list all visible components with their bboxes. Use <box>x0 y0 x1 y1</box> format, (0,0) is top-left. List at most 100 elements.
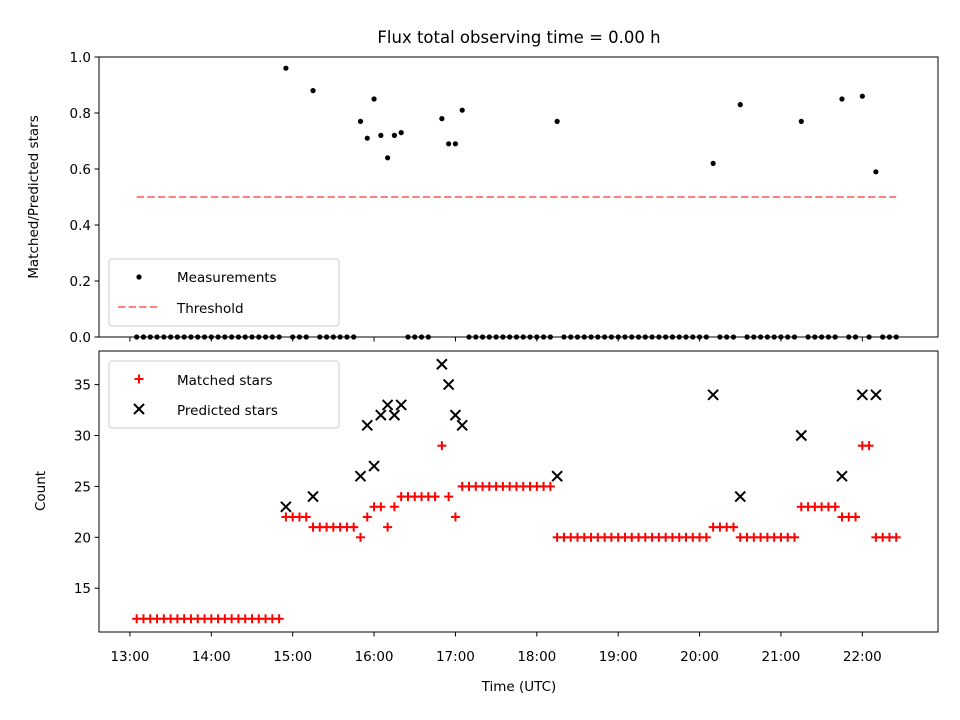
y-tick-label: 30 <box>74 429 91 445</box>
count-y-axis: 15 20 25 30 35 <box>74 378 99 597</box>
matched-star-point <box>450 512 460 522</box>
measurement-point <box>398 130 404 136</box>
predicted-star-point <box>856 389 869 401</box>
measurement-point <box>873 169 879 175</box>
count-x-axis: 13:00 14:00 15:00 16:00 17:00 18:00 19:00 20:00… <box>110 632 882 665</box>
x-tick-label: 21:00 <box>761 649 800 665</box>
predicted-star-point <box>375 409 387 421</box>
predicted-star-point <box>456 419 468 432</box>
x-tick-label: 22:00 <box>843 649 882 665</box>
measurement-point <box>859 93 865 99</box>
legend-predicted-label: Predicted stars <box>177 403 278 419</box>
predicted-star-point <box>734 490 746 503</box>
matched-star-point <box>790 532 800 542</box>
x-tick-label: 16:00 <box>355 649 394 665</box>
x-tick-label: 13:00 <box>110 649 149 665</box>
legend-predicted-marker <box>133 403 145 415</box>
count-legend-box <box>108 360 340 429</box>
x-tick-label: 15:00 <box>273 649 312 665</box>
matched-star-point <box>851 512 861 522</box>
y-tick-label: 15 <box>74 581 91 597</box>
y-tick-label: 0.0 <box>70 330 91 346</box>
predicted-star-point <box>280 501 292 513</box>
measurement-point <box>310 88 316 94</box>
measurement-point <box>371 96 377 102</box>
measurement-point <box>554 118 560 124</box>
y-tick-label: 0.2 <box>70 274 91 290</box>
ratio-y-axis-label: Matched/Predicted stars <box>26 115 42 278</box>
chart-title: Flux total observing time = 0.00 h <box>377 28 660 47</box>
measurement-point <box>446 141 452 147</box>
y-tick-label: 25 <box>74 479 91 495</box>
measurement-point <box>710 160 716 166</box>
predicted-star-point <box>836 470 848 482</box>
x-tick-label: 18:00 <box>517 649 556 665</box>
y-tick-label: 0.8 <box>70 106 91 122</box>
count-y-axis-label: Count <box>33 471 49 511</box>
matched-star-point <box>444 492 454 502</box>
matched-star-point <box>376 502 386 512</box>
predicted-star-point <box>870 389 882 401</box>
count-legend: Matched stars Predicted stars <box>108 360 340 429</box>
y-tick-label: 0.4 <box>70 218 91 234</box>
predicted-star-point <box>368 460 380 472</box>
count-panel-marks <box>132 358 901 624</box>
measurement-point <box>391 132 397 138</box>
matched-star-point <box>830 502 840 512</box>
predicted-star-point <box>707 389 719 401</box>
ratio-legend: Measurements Threshold <box>108 258 340 327</box>
legend-measurements-label: Measurements <box>177 270 277 286</box>
legend-measurements-marker <box>136 274 142 280</box>
measurement-point <box>357 118 364 124</box>
predicted-star-point <box>354 470 367 482</box>
matched-star-point <box>864 441 874 451</box>
predicted-star-point <box>388 409 401 421</box>
legend-matched-marker <box>134 374 144 384</box>
y-tick-label: 0.6 <box>70 162 91 178</box>
predicted-star-point <box>395 399 407 411</box>
ratio-panel: Flux total observing time = 0.00 h 0.0 0.… <box>26 28 939 346</box>
matched-star-point <box>701 532 711 542</box>
count-panel: 15 20 25 30 35 13:00 14:00 15:00 16:00 17:00 18:0… <box>33 350 939 695</box>
matched-star-point <box>349 522 359 532</box>
legend-threshold-label: Threshold <box>176 301 244 317</box>
measurement-point <box>439 116 445 122</box>
measurement-point <box>839 96 845 102</box>
x-tick-label: 19:00 <box>599 649 638 665</box>
predicted-star-point <box>361 419 373 432</box>
ratio-panel-frame <box>98 56 939 338</box>
measurement-point <box>385 155 391 161</box>
matched-star-point <box>362 512 372 522</box>
predicted-star-point <box>436 358 448 370</box>
ratio-x-axis-ticks <box>129 337 863 342</box>
y-tick-label: 20 <box>74 530 91 546</box>
measurement-point <box>378 132 384 138</box>
matched-star-point <box>355 532 365 542</box>
measurement-point <box>737 102 743 108</box>
matched-star-point <box>383 522 393 532</box>
x-axis-label: Time (UTC) <box>481 679 557 695</box>
measurement-point <box>452 141 459 147</box>
y-tick-label: 35 <box>74 378 91 394</box>
measurement-point <box>459 107 465 113</box>
legend-matched-label: Matched stars <box>177 373 273 389</box>
matched-star-point <box>430 492 440 502</box>
measurement-point <box>364 135 370 141</box>
predicted-star-point <box>551 470 563 482</box>
matched-star-point <box>728 522 738 532</box>
x-tick-label: 20:00 <box>680 649 719 665</box>
x-tick-label: 14:00 <box>192 649 231 665</box>
matched-star-point <box>389 502 399 512</box>
ratio-legend-box <box>108 258 340 327</box>
ratio-panel-marks <box>134 65 899 340</box>
matched-star-point <box>545 481 555 491</box>
ratio-y-axis: 0.0 0.2 0.4 0.6 0.8 1.0 <box>70 50 99 346</box>
count-panel-frame <box>98 350 939 633</box>
matched-star-point <box>891 532 901 542</box>
predicted-star-point <box>449 409 462 421</box>
x-tick-label: 17:00 <box>436 649 475 665</box>
predicted-star-point <box>795 429 807 442</box>
predicted-star-point <box>442 378 455 391</box>
measurement-point <box>283 65 289 71</box>
